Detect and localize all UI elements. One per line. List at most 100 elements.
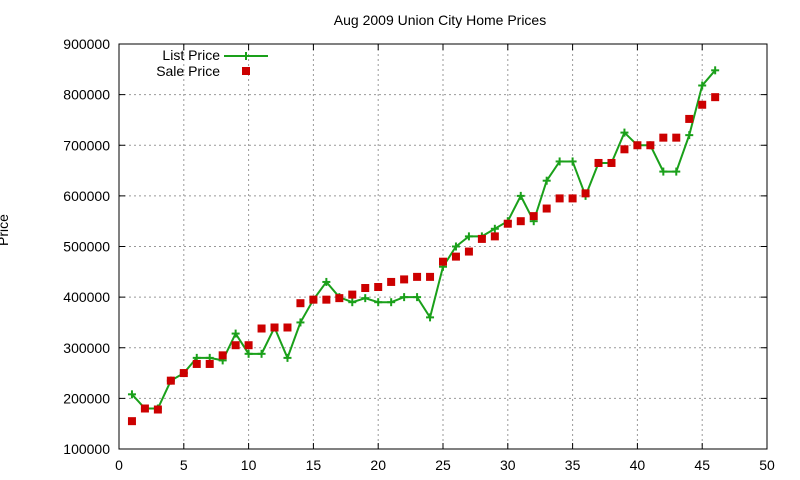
sale-price-point xyxy=(581,189,590,198)
list-price-point xyxy=(400,293,409,302)
sale-price-point xyxy=(439,257,447,266)
sale-price-point xyxy=(231,341,240,350)
sale-price-point xyxy=(542,204,551,213)
y-tick-label: 300000 xyxy=(63,340,110,356)
x-tick-label: 5 xyxy=(180,457,188,473)
list-price-point xyxy=(568,157,577,166)
data-series xyxy=(127,66,720,426)
list-price-point xyxy=(672,167,681,176)
list-price-point xyxy=(387,298,396,307)
list-price-point xyxy=(296,318,305,327)
x-tick-label: 45 xyxy=(694,457,710,473)
list-price-point xyxy=(244,349,253,358)
sale-price-point xyxy=(464,247,473,256)
list-price-point xyxy=(127,390,136,399)
sale-price-point xyxy=(166,376,175,385)
list-price-point xyxy=(711,66,720,75)
sale-price-point xyxy=(426,272,435,281)
sale-price-point xyxy=(179,369,188,378)
sale-price-point xyxy=(620,145,629,154)
x-tick-label: 10 xyxy=(241,457,257,473)
list-price-point xyxy=(516,191,525,200)
sale-price-point xyxy=(672,133,681,142)
sale-price-point xyxy=(529,212,538,221)
list-price-point xyxy=(620,128,629,137)
x-tick-label: 40 xyxy=(630,457,646,473)
x-tick-label: 30 xyxy=(500,457,516,473)
sale-price-point xyxy=(555,194,564,203)
sale-price-point xyxy=(633,141,642,150)
y-tick-label: 500000 xyxy=(63,239,110,255)
axis-ticks: 0 5 10 15 20 25 30 35 40 45 50 100000 200000 300000 40… xyxy=(63,36,775,473)
legend-marker-sale-price xyxy=(242,67,250,75)
list-price-point xyxy=(413,293,422,302)
list-price-point xyxy=(542,176,551,185)
x-tick-label: 35 xyxy=(565,457,581,473)
sale-price-point xyxy=(490,232,499,241)
list-price-point xyxy=(361,294,370,303)
sale-price-point xyxy=(257,324,266,333)
y-axis-label: Price xyxy=(0,214,11,246)
y-tick-label: 400000 xyxy=(63,289,110,305)
grid-lines xyxy=(119,44,767,449)
list-price-point xyxy=(451,242,460,251)
x-tick-label: 50 xyxy=(759,457,775,473)
chart-title: Aug 2009 Union City Home Prices xyxy=(333,12,547,28)
sale-price-point xyxy=(244,341,253,350)
y-tick-label: 700000 xyxy=(63,137,110,153)
legend-label-list-price: List Price xyxy=(162,47,220,63)
sale-price-point xyxy=(477,234,486,243)
sale-price-point xyxy=(283,323,292,332)
x-tick-label: 15 xyxy=(306,457,322,473)
list-price-point xyxy=(257,349,266,358)
list-price-point xyxy=(231,329,240,338)
sale-price-point xyxy=(218,351,227,360)
list-price-point xyxy=(283,353,292,362)
y-tick-label: 200000 xyxy=(63,390,110,406)
x-tick-label: 25 xyxy=(435,457,451,473)
x-tick-label: 20 xyxy=(370,457,386,473)
series-line-list-price xyxy=(131,69,716,410)
sale-price-point xyxy=(322,295,331,304)
sale-price-point xyxy=(685,114,694,123)
sale-price-point xyxy=(361,284,370,293)
list-price-point xyxy=(348,298,357,307)
sale-price-point xyxy=(451,252,460,261)
sale-price-point xyxy=(711,93,720,102)
sale-price-point xyxy=(374,283,383,291)
sale-price-point xyxy=(335,294,344,303)
sale-price-point xyxy=(348,290,357,299)
list-price-point xyxy=(555,157,564,166)
y-tick-label: 800000 xyxy=(63,87,110,103)
sale-price-point xyxy=(270,323,279,332)
sale-price-point xyxy=(387,277,396,286)
sale-price-point xyxy=(192,359,201,368)
sale-price-point xyxy=(698,100,707,109)
list-price-point xyxy=(685,131,694,140)
sale-price-point xyxy=(413,272,422,281)
y-tick-label: 600000 xyxy=(63,188,110,204)
legend-label-sale-price: Sale Price xyxy=(156,63,220,79)
sale-price-point xyxy=(516,217,525,226)
sale-price-point xyxy=(568,194,577,203)
sale-price-point xyxy=(607,158,616,167)
sale-price-point xyxy=(140,404,149,413)
sale-price-point xyxy=(205,359,214,368)
list-price-point xyxy=(426,313,435,322)
sale-price-point xyxy=(503,219,512,228)
list-price-point xyxy=(490,224,499,233)
y-tick-label: 900000 xyxy=(63,36,110,52)
sale-price-point xyxy=(594,158,603,167)
sale-price-point xyxy=(127,417,136,426)
list-price-point xyxy=(322,277,331,286)
legend: List Price Sale Price xyxy=(156,47,268,79)
list-price-point xyxy=(698,81,707,90)
list-price-point xyxy=(659,167,668,176)
y-tick-label: 100000 xyxy=(63,441,110,457)
sale-price-point xyxy=(646,141,655,150)
sale-price-point xyxy=(153,405,162,414)
sale-price-point xyxy=(296,299,305,308)
list-price-point xyxy=(464,232,473,241)
list-price-point xyxy=(374,298,383,307)
sale-price-point xyxy=(309,295,318,304)
